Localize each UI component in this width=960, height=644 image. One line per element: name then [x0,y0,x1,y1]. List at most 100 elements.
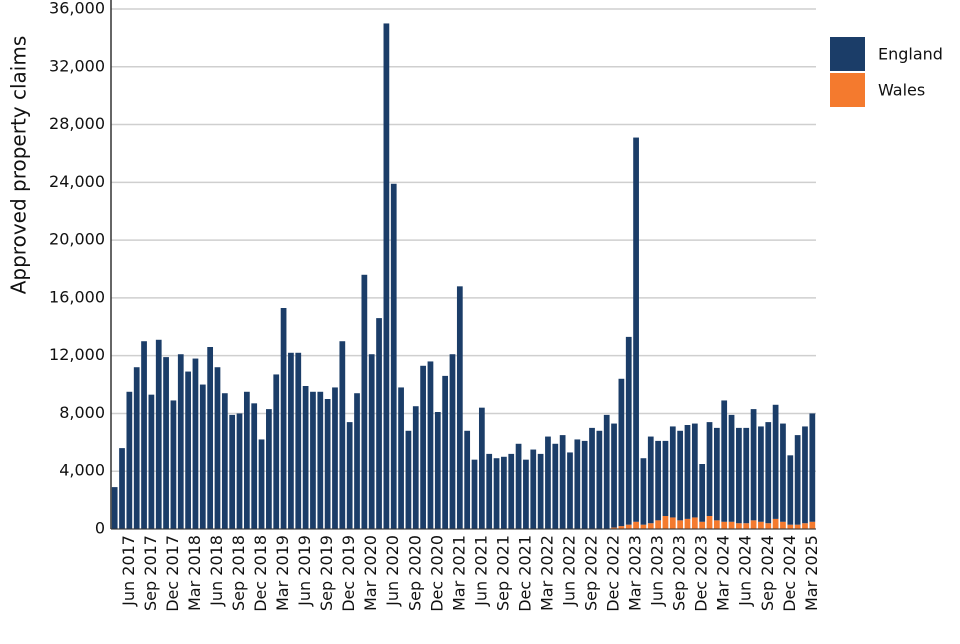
y-tick-label: 28,000 [49,114,105,133]
bar [464,430,471,529]
bar [772,404,779,519]
bar [699,464,706,522]
bar [133,367,140,529]
bar [258,439,265,529]
x-tick-label: Mar 2019 [273,535,292,611]
bar [148,394,155,529]
bar [802,426,808,524]
bar [273,374,280,529]
bar [721,521,728,529]
bar [640,458,647,525]
bar [736,523,742,529]
bar [376,318,382,529]
y-tick-label: 16,000 [49,287,105,306]
bar [655,520,661,529]
x-tick-label: Mar 2020 [361,535,380,611]
bar [552,443,559,529]
bar [677,430,684,521]
bar [765,422,772,524]
bar [750,409,757,521]
bar [515,443,522,529]
bar [743,427,750,524]
legend-swatch [830,37,865,71]
bar [758,521,764,529]
bar [662,440,669,516]
bar [655,440,661,521]
bar [537,453,544,529]
bar [508,453,515,529]
bar [501,456,507,529]
legend-label: Wales [878,81,925,100]
bar [559,435,566,529]
bar [199,384,206,529]
bar [324,399,331,529]
bar [486,453,493,529]
x-tick-label: Jun 2017 [119,535,138,607]
bar [713,427,720,521]
bar [809,413,816,522]
bar [361,274,368,529]
bar [280,308,287,529]
x-tick-label: Sep 2024 [758,535,777,611]
x-tick-label: Dec 2017 [163,535,182,612]
x-tick-label: Sep 2018 [229,535,248,611]
bar [545,436,551,529]
bar [574,439,581,529]
bar [288,352,294,529]
bar [442,375,449,529]
bar [611,423,617,528]
bar [427,361,434,529]
bar [420,365,426,529]
bar [567,452,573,529]
bar [214,367,221,529]
x-tick-label: Mar 2021 [449,535,468,611]
bar [412,406,419,529]
bar [706,516,713,529]
bar [713,520,720,529]
bar [706,422,713,516]
bar [163,357,169,529]
x-tick-label: Mar 2023 [626,535,645,611]
bar [368,354,375,529]
bar [236,413,243,529]
x-tick-label: Sep 2022 [582,535,601,611]
bar [434,412,441,529]
x-tick-label: Dec 2022 [604,535,623,612]
bar [170,400,177,529]
bar [802,523,808,529]
bar [780,423,786,522]
y-tick-label: 32,000 [49,56,105,75]
y-tick-label: 36,000 [49,0,105,18]
bar [787,524,794,529]
bar [633,521,639,529]
x-tick-label: Jun 2021 [471,535,490,607]
y-tick-label: 8,000 [59,403,105,422]
bar [699,521,706,529]
bar [772,518,779,529]
x-tick-label: Sep 2017 [141,535,160,611]
bar [736,427,742,524]
y-tick-label: 0 [95,519,105,538]
bar [295,352,302,529]
bar [691,517,698,529]
bar [390,183,397,529]
bar [618,378,625,527]
bar [302,386,309,529]
bar [669,426,676,518]
bar [383,23,390,529]
bar [647,436,654,524]
bar [618,526,625,529]
bar [647,523,654,529]
bar [684,425,691,519]
legend-label: England [878,45,943,64]
x-tick-label: Dec 2023 [692,535,711,612]
x-tick-label: Sep 2019 [317,535,336,611]
bar [310,391,316,529]
bar [809,521,816,529]
bar [493,458,500,529]
bar [126,391,133,529]
bar [589,427,595,529]
x-tick-label: Dec 2021 [515,535,534,612]
bar [780,521,786,529]
